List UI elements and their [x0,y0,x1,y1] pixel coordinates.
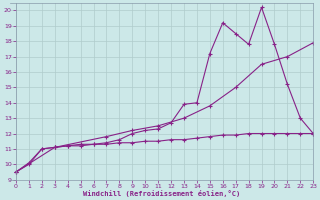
X-axis label: Windchill (Refroidissement éolien,°C): Windchill (Refroidissement éolien,°C) [83,190,240,197]
